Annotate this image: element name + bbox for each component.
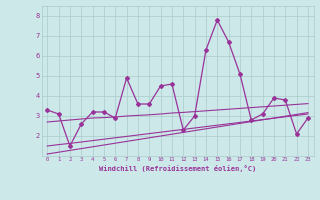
X-axis label: Windchill (Refroidissement éolien,°C): Windchill (Refroidissement éolien,°C) <box>99 165 256 172</box>
